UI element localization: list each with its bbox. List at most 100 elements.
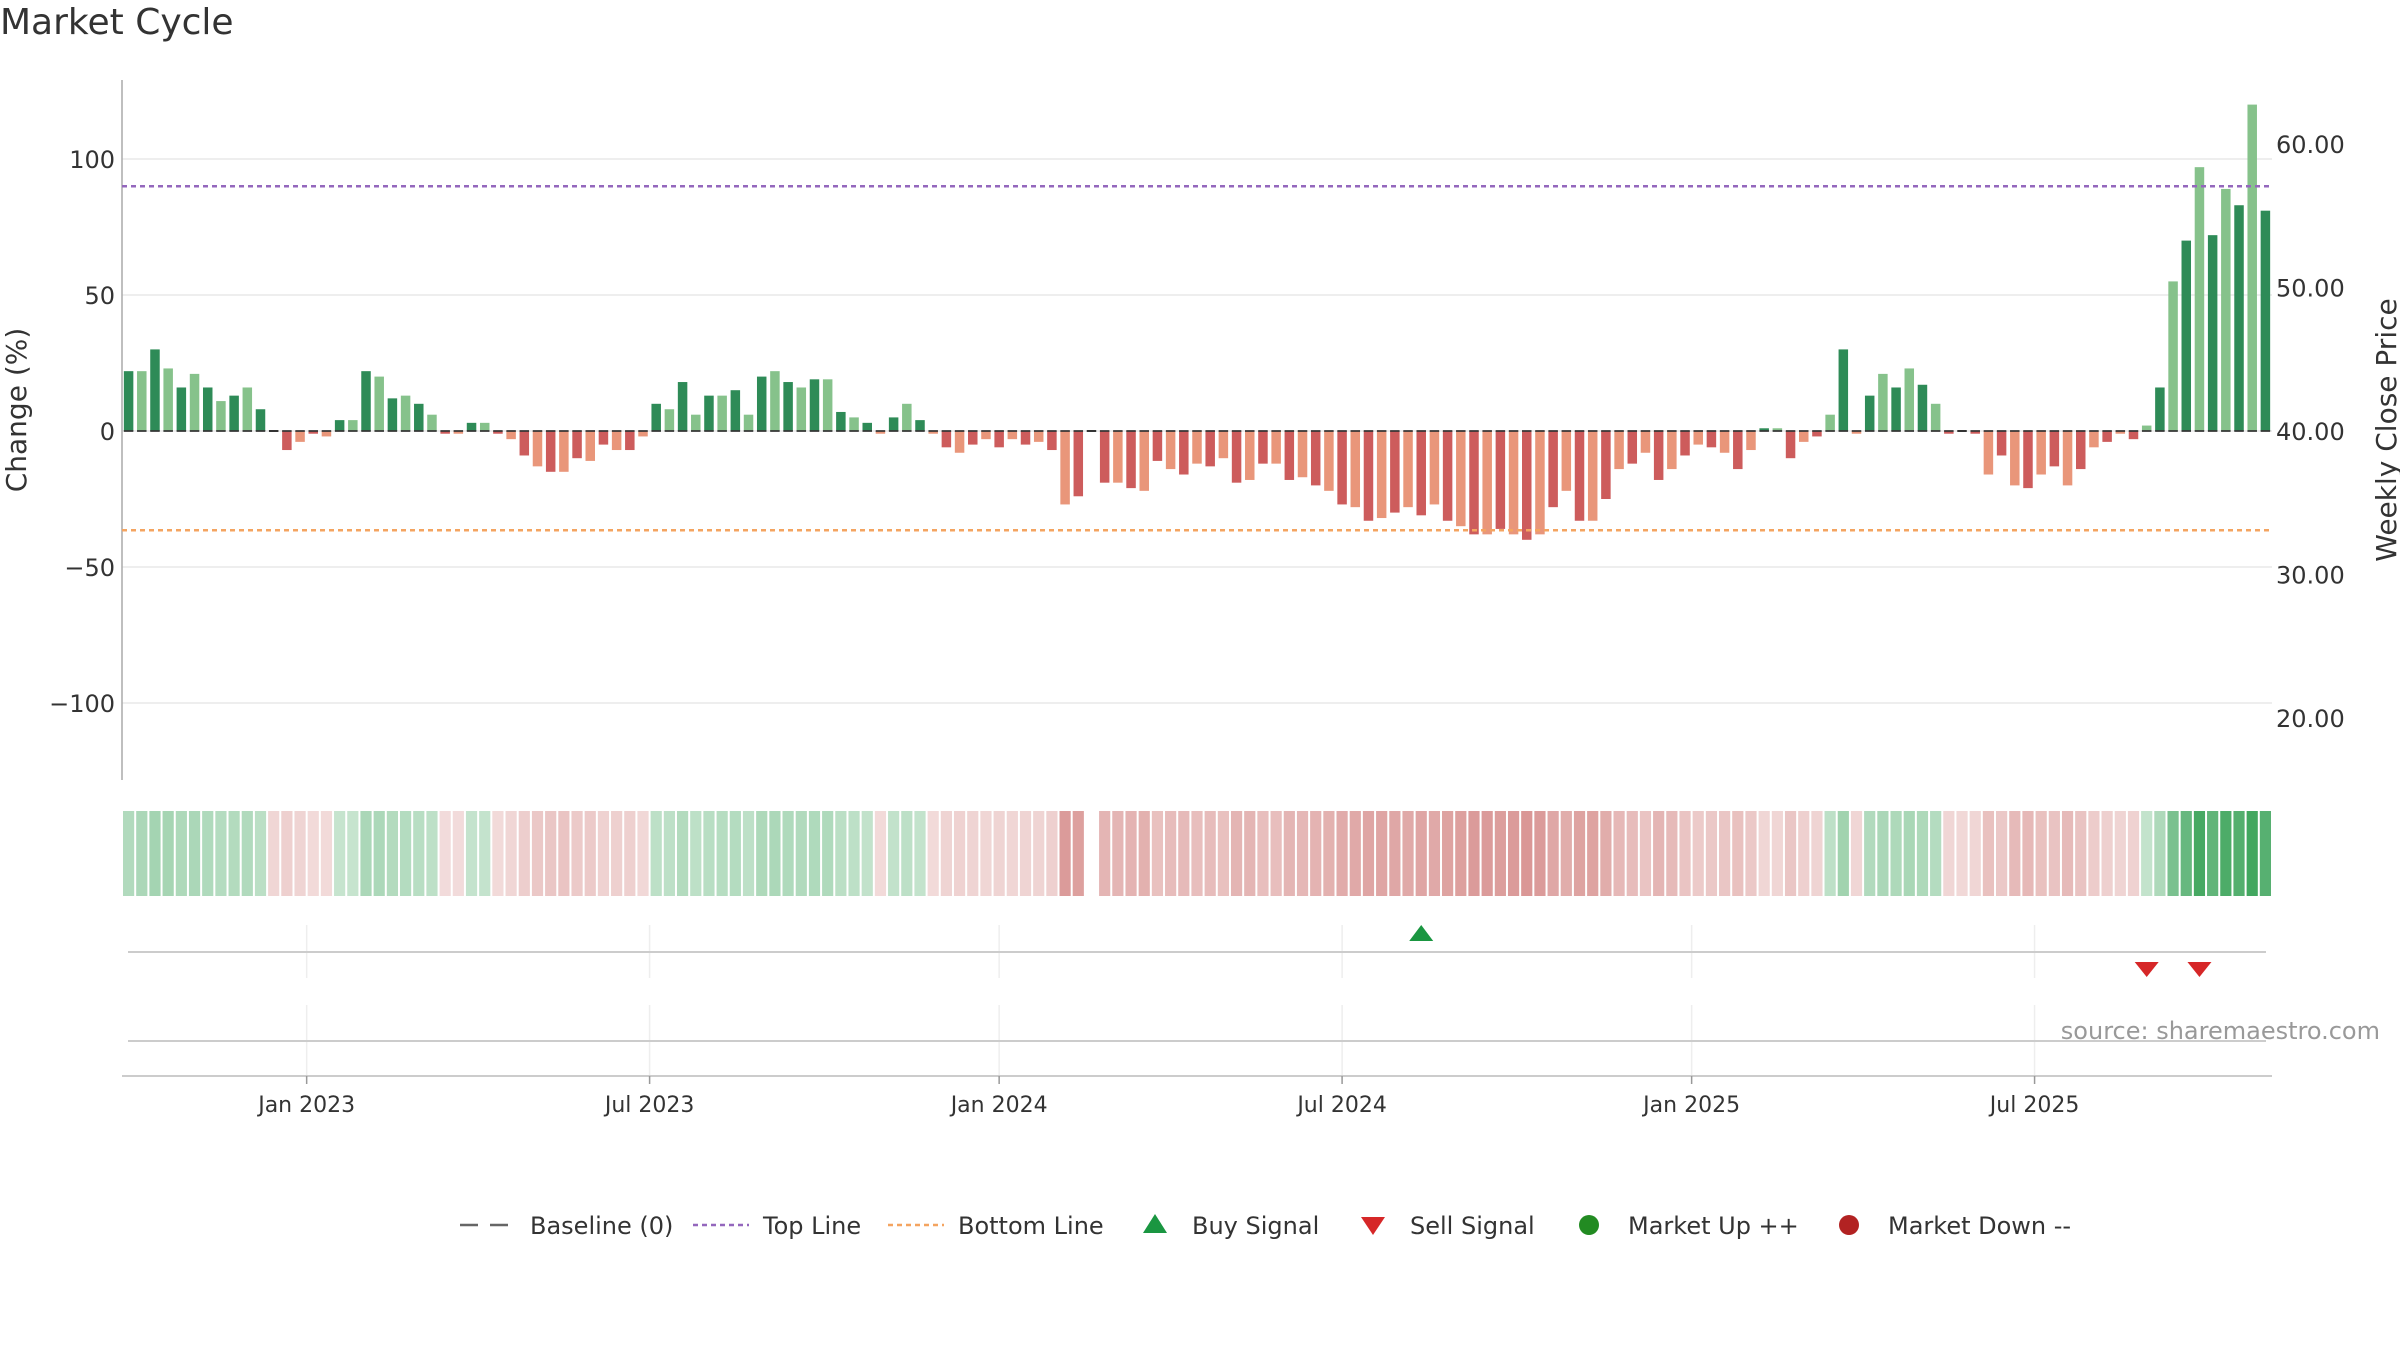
baseline-tick xyxy=(638,430,648,432)
strip-cell xyxy=(2233,811,2245,896)
legend-item: Sell Signal xyxy=(1361,1212,1535,1240)
baseline-tick xyxy=(1680,430,1690,432)
strip-cell xyxy=(413,811,425,896)
change-bar xyxy=(176,387,187,431)
baseline-tick xyxy=(1601,430,1611,432)
strip-cell xyxy=(1600,811,1612,896)
change-bar xyxy=(268,430,279,432)
baseline-tick xyxy=(1851,430,1862,432)
strip-cell xyxy=(479,811,491,896)
baseline-tick xyxy=(1640,430,1651,432)
change-bar xyxy=(1099,431,1110,483)
change-bar xyxy=(941,431,952,448)
baseline-tick xyxy=(308,430,319,432)
baseline-tick xyxy=(216,430,226,432)
change-bar xyxy=(2181,240,2192,431)
strip-cell xyxy=(465,811,478,896)
change-bar xyxy=(1086,430,1097,432)
change-bar xyxy=(2128,431,2139,440)
strip-cell xyxy=(439,811,451,896)
change-bar xyxy=(255,409,266,431)
baseline-tick xyxy=(730,430,741,432)
strip-cell xyxy=(901,811,913,896)
strip-cell xyxy=(1151,811,1164,896)
y-tick-label: −100 xyxy=(49,690,115,718)
baseline-tick xyxy=(2260,430,2271,432)
change-bar xyxy=(334,420,345,431)
baseline-tick xyxy=(1099,430,1110,432)
change-bar xyxy=(915,420,925,431)
x-tick-label: Jan 2023 xyxy=(256,1093,355,1118)
baseline-tick xyxy=(1179,430,1189,432)
strip-cell xyxy=(1732,811,1744,896)
strip-cell xyxy=(742,811,755,896)
change-bar xyxy=(572,431,582,459)
change-bar xyxy=(1007,431,1018,440)
change-bar xyxy=(493,431,503,434)
strip-cell xyxy=(848,811,860,896)
baseline-tick xyxy=(651,430,661,432)
strip-cell xyxy=(1996,811,2008,896)
baseline-tick xyxy=(677,430,688,432)
baseline-tick xyxy=(387,430,398,432)
strip-cell xyxy=(1310,811,1322,896)
strip-cell xyxy=(294,811,306,896)
baseline-tick xyxy=(545,430,556,432)
legend-label: Buy Signal xyxy=(1192,1212,1319,1240)
strip-cell xyxy=(2167,811,2179,896)
baseline-tick xyxy=(1152,430,1163,432)
baseline-tick xyxy=(1047,430,1057,432)
strip-cell xyxy=(2259,811,2271,896)
baseline-tick xyxy=(255,430,266,432)
strip-cell xyxy=(1494,811,1506,896)
baseline-tick xyxy=(123,430,134,432)
strip-cell xyxy=(1415,811,1427,896)
strip-cell xyxy=(888,811,900,896)
baseline-tick xyxy=(1719,430,1730,432)
strip-cell xyxy=(1138,811,1150,896)
strip-cell xyxy=(690,811,702,896)
strip-cell xyxy=(782,811,794,896)
baseline-tick xyxy=(849,430,859,432)
baseline-tick xyxy=(1930,430,1941,432)
change-bar xyxy=(2010,431,2020,486)
baseline-tick xyxy=(1192,430,1202,432)
strip-cell xyxy=(505,811,517,896)
sell-signal-marker xyxy=(2187,962,2212,977)
change-bar xyxy=(809,379,820,431)
baseline-tick xyxy=(717,430,727,432)
strip-cell xyxy=(2114,811,2126,896)
strip-cell xyxy=(795,811,807,896)
baseline-tick xyxy=(374,430,384,432)
change-bar xyxy=(1297,431,1308,478)
change-bar xyxy=(202,387,213,431)
baseline-tick xyxy=(862,430,872,432)
strip-cell xyxy=(2088,811,2100,896)
change-bar xyxy=(1587,431,1598,521)
baseline-tick xyxy=(1429,430,1440,432)
baseline-tick xyxy=(1284,430,1295,432)
baseline-tick xyxy=(968,430,978,432)
baseline-tick xyxy=(176,430,187,432)
strip-cell xyxy=(663,811,675,896)
change-bar xyxy=(638,431,648,437)
strip-cell xyxy=(2220,811,2232,896)
change-bar xyxy=(1812,431,1822,437)
baseline-tick xyxy=(1799,430,1809,432)
baseline-tick xyxy=(242,430,253,432)
strip-cell xyxy=(1850,811,1863,896)
y-axis-label-left: Change (%) xyxy=(0,328,33,493)
change-bar xyxy=(1601,431,1611,499)
change-bar xyxy=(849,417,859,431)
strip-cell xyxy=(637,811,649,896)
strip-cell xyxy=(1362,811,1375,896)
strip-cell xyxy=(1033,811,1045,896)
change-bar xyxy=(1231,431,1242,483)
baseline-tick xyxy=(1139,430,1149,432)
change-bar xyxy=(1152,431,1163,461)
change-bar xyxy=(1113,431,1123,483)
strip-cell xyxy=(2035,811,2047,896)
strip-cell xyxy=(307,811,319,896)
change-bar xyxy=(1574,431,1585,521)
baseline-tick xyxy=(2221,430,2231,432)
